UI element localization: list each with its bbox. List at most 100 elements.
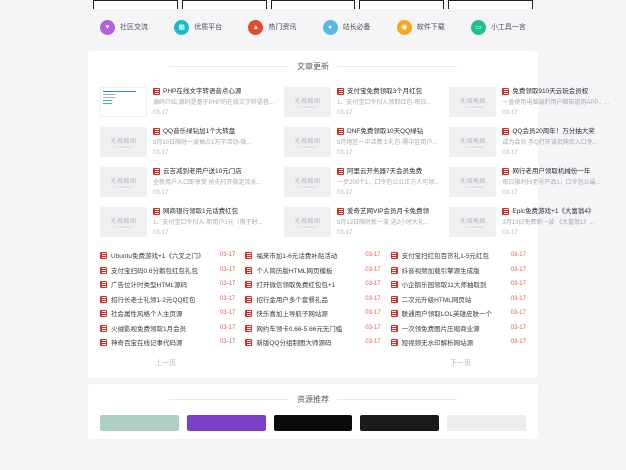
list-item-title[interactable]: 社会属性风格个人主页源 xyxy=(111,311,183,319)
list-item[interactable]: 招行长老士礼领1-2元QQ红包 03-17 xyxy=(100,292,235,307)
list-item-date: 03-17 xyxy=(365,281,381,288)
list-item-date: 03-17 xyxy=(510,295,526,302)
category-item-0[interactable]: ♥ 社区交流 xyxy=(100,19,148,35)
list-item[interactable]: 支付宝扫红包百货礼1-5元红包 03-17 xyxy=(390,248,526,263)
category-item-4[interactable]: ◉ 软件下载 xyxy=(396,19,445,35)
article-card[interactable]: 无缩略图 NO THUMBNAIL DNF免费领取10天QQ绿钻 3月地区一中活费士礼… xyxy=(284,122,441,162)
category-item-5[interactable]: ▭ 小工具一言 xyxy=(470,19,526,35)
top-nav-box[interactable] xyxy=(359,0,445,9)
article-title[interactable]: QQ会员20周年！万分抽大奖 xyxy=(512,128,595,135)
list-item-title[interactable]: 火绒影视免费领取1月会员 xyxy=(111,325,187,333)
article-title[interactable]: 网行老用户领取机械份一年 xyxy=(512,168,591,175)
placeholder-sublabel: NO THUMBNAIL xyxy=(297,144,318,149)
list-item-title[interactable]: 一次领免费图片压缩商业源 xyxy=(401,325,480,333)
article-card[interactable]: 无缩略图 NO THUMBNAIL 网商银行领取1元话费红包 1、支付宝口令扫入-新用… xyxy=(100,202,276,242)
article-excerpt: 每日限时扫老号产品1，口令包公最... xyxy=(502,180,601,186)
article-title[interactable]: PHP在线文字转语音点心源 xyxy=(163,88,242,95)
article-card[interactable]: 无缩略图 NO THUMBNAIL 免费领取910天云玩会员权 一直使用电脑端的用户都… xyxy=(449,82,611,122)
top-nav-box[interactable] xyxy=(270,0,356,9)
list-item[interactable]: 二次元升级HTML网页站 03-17 xyxy=(390,292,526,307)
category-item-2[interactable]: ▲ 热门资讯 xyxy=(248,19,296,35)
resource-card[interactable] xyxy=(100,414,179,431)
article-card[interactable]: 无缩略图 NO THUMBNAIL 云吉减到老用户送10元门店 全新用户入口即享受 抢… xyxy=(100,162,276,202)
list-item-title[interactable]: 新版QQ分组制图大师源码 xyxy=(256,340,332,348)
list-item[interactable]: 个人简历版HTML网页模板 03-17 xyxy=(245,263,381,278)
list-item[interactable]: 一次领免费图片压缩商业源 03-17 xyxy=(390,321,526,336)
resource-card[interactable] xyxy=(360,414,440,431)
list-item-title[interactable]: 打开微信领取免费红包包+1 xyxy=(256,282,336,290)
article-title[interactable]: 网商银行领取1元话费红包 xyxy=(163,208,239,215)
article-card[interactable]: 无缩略图 NO THUMBNAIL QQ音乐绿钻加1个大转盘 3月10日限时一波抽占1… xyxy=(100,122,276,162)
resource-card[interactable] xyxy=(186,414,266,431)
placeholder-sublabel: NO THUMBNAIL xyxy=(462,184,484,189)
list-item[interactable]: 福来市加1-6元话费补贴活动 03-17 xyxy=(245,248,381,263)
list-item-title[interactable]: 小企鹅乐园领取11大师抽取到 xyxy=(401,282,487,290)
article-title-row: 免费领取910天云玩会员权 xyxy=(502,87,609,96)
top-nav-box[interactable] xyxy=(181,0,267,9)
list-item-date: 03-17 xyxy=(365,324,381,331)
article-title[interactable]: QQ音乐绿钻加1个大转盘 xyxy=(163,128,236,135)
list-item[interactable]: 支付宝扫码0.6分鹅包红包礼包 03-17 xyxy=(100,263,235,278)
article-title-row: 网商银行领取1元话费红包 xyxy=(153,207,274,216)
article-card[interactable]: 无缩略图 NO THUMBNAIL Epic免费游戏+1《大富翁4》 3月13日免费新… xyxy=(449,202,611,242)
list-item-title[interactable]: 神奇百宝在线记事代码源 xyxy=(111,340,183,348)
list-item-title[interactable]: 短视频无水印解析网站源 xyxy=(401,340,474,348)
article-card[interactable]: 无缩略图 NO THUMBNAIL 阿里云开务器7天会员免费 一步200个1，口令包公… xyxy=(284,162,441,202)
prev-page-button[interactable]: 上一页 xyxy=(155,359,176,367)
list-item-title[interactable]: 福来市加1-6元话费补贴活动 xyxy=(256,253,338,261)
list-item-title[interactable]: 招行长老士礼领1-2元QQ红包 xyxy=(111,296,196,304)
list-item[interactable]: 快乐喜加上导航子网站源 03-17 xyxy=(245,306,381,321)
article-title[interactable]: Epic免费游戏+1《大富翁4》 xyxy=(512,208,595,215)
list-item[interactable]: 小企鹅乐园领取11大师抽取到 03-17 xyxy=(390,277,526,292)
article-title-row: DNF免费领取10天QQ绿钻 xyxy=(337,127,439,136)
list-item-date: 03-17 xyxy=(510,324,526,331)
category-item-3[interactable]: ● 站长必备 xyxy=(322,19,371,35)
article-title[interactable]: 支付宝免费领取3个月红包 xyxy=(347,88,423,95)
list-item[interactable]: 网约车领卡0.66-5.66元无门槛 03-17 xyxy=(245,321,381,336)
article-title[interactable]: 爱奇艺网VIP会员月卡免费领 xyxy=(347,208,429,215)
icon-glyph: ♥ xyxy=(105,23,110,31)
list-item-title[interactable]: 二次元升级HTML网页站 xyxy=(401,296,472,304)
next-page-button[interactable]: 下一页 xyxy=(450,359,471,367)
list-item-title[interactable]: 支付宝扫红包百货礼1-5元红包 xyxy=(401,253,490,261)
list-item-title[interactable]: Ubuntu免费游戏+1《六叉之门》 xyxy=(111,253,205,261)
list-item-title[interactable]: 招行金用户多个套餐礼品 xyxy=(256,296,328,304)
list-item[interactable]: 抖音视频加载引擎源生成版 03-17 xyxy=(390,263,526,278)
list-item[interactable]: Ubuntu免费游戏+1《六叉之门》 03-17 xyxy=(100,248,235,263)
resource-card[interactable] xyxy=(273,414,353,431)
list-item[interactable]: 短视频无水印解析网站源 03-17 xyxy=(390,335,526,350)
article-title[interactable]: 阿里云开务器7天会员免费 xyxy=(347,168,423,175)
list-item[interactable]: 神奇百宝在线记事代码源 03-17 xyxy=(100,335,235,350)
category-label: 站长必备 xyxy=(342,24,371,31)
list-item-title[interactable]: 快乐喜加上导航子网站源 xyxy=(256,311,328,319)
article-title[interactable]: DNF免费领取10天QQ绿钻 xyxy=(347,128,424,135)
category-item-1[interactable]: ▦ 优质平台 xyxy=(174,19,222,35)
list-item-title[interactable]: 广告位计时类型HTML源码 xyxy=(111,282,188,290)
list-item[interactable]: 广告位计时类型HTML源码 03-17 xyxy=(100,277,235,292)
article-card[interactable]: PHP在线文字转语音点心源 源码介绍 源码是基于PHP的在线文字转语音... 03-… xyxy=(100,82,276,122)
resource-card[interactable] xyxy=(447,414,526,431)
list-item[interactable]: 打开微信领取免费红包包+1 03-17 xyxy=(245,277,381,292)
list-item[interactable]: 联通用户领取LOL英雄皮肤一个 03-17 xyxy=(390,306,526,321)
list-item[interactable]: 火绒影视免费领取1月会员 03-17 xyxy=(100,321,235,336)
list-item[interactable]: 招行金用户多个套餐礼品 03-17 xyxy=(245,292,381,307)
list-item[interactable]: 新版QQ分组制图大师源码 03-17 xyxy=(245,335,381,350)
article-thumbnail-placeholder: 无缩略图 NO THUMBNAIL xyxy=(449,127,497,157)
top-nav-box[interactable] xyxy=(448,0,533,9)
hot-badge-icon xyxy=(502,128,510,135)
list-item-title[interactable]: 个人简历版HTML网页模板 xyxy=(256,267,333,275)
article-card[interactable]: 无缩略图 NO THUMBNAIL 爱奇艺网VIP会员月卡免费领 3月12日限时新一波… xyxy=(284,202,441,242)
top-nav-box[interactable] xyxy=(93,0,178,9)
article-card[interactable]: 无缩略图 NO THUMBNAIL QQ会员20周年！万分抽大奖 成为会员 手Q打开该… xyxy=(449,122,611,162)
article-title[interactable]: 云吉减到老用户送10元门店 xyxy=(163,168,242,175)
article-card[interactable]: 无缩略图 NO THUMBNAIL 网行老用户领取机械份一年 每日限时扫老号产品1，口… xyxy=(449,162,611,202)
article-card[interactable]: 无缩略图 NO THUMBNAIL 支付宝免费领取3个月红包 1、支付宝口令扫入领取红… xyxy=(284,82,441,122)
list-item-title[interactable]: 抖音视频加载引擎源生成版 xyxy=(401,267,480,275)
list-item-title[interactable]: 联通用户领取LOL英雄皮肤一个 xyxy=(401,311,492,319)
list-item-title[interactable]: 网约车领卡0.66-5.66元无门槛 xyxy=(256,325,343,333)
hot-badge-icon xyxy=(100,310,107,318)
list-item[interactable]: 社会属性风格个人主页源 03-17 xyxy=(100,306,235,321)
article-title[interactable]: 免费领取910天云玩会员权 xyxy=(512,88,589,95)
divider-left xyxy=(169,398,289,400)
list-item-title[interactable]: 支付宝扫码0.6分鹅包红包礼包 xyxy=(111,267,199,275)
